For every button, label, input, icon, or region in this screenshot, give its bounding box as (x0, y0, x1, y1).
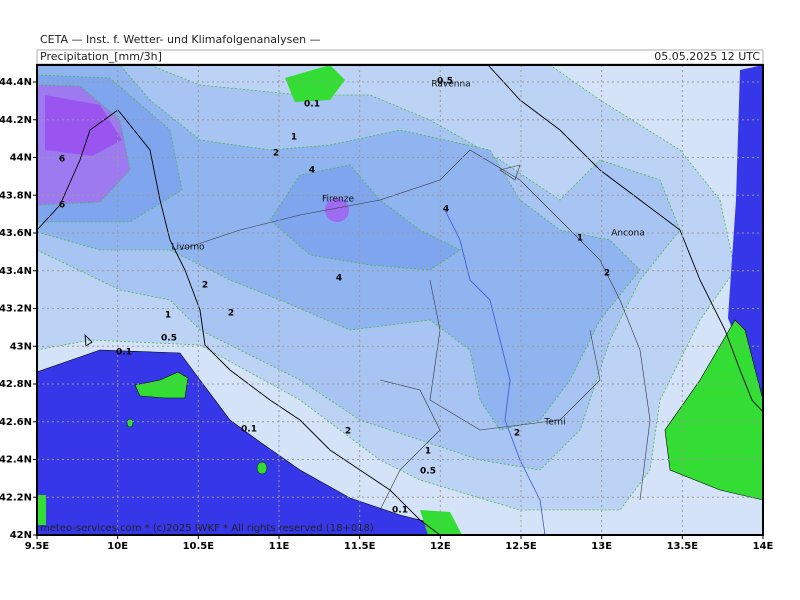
lon-label: 11.5E (344, 541, 376, 552)
city-label: Firenze (322, 195, 354, 205)
contour-label: 4 (443, 205, 449, 215)
map-field (37, 65, 763, 535)
lat-label: 42.4N (0, 455, 32, 466)
city-label: Ancona (611, 229, 645, 239)
lat-label: 42.2N (0, 492, 32, 503)
contour-label: 0.1 (116, 348, 132, 358)
contour-label: 2 (604, 269, 610, 279)
valid-time: 05.05.2025 12 UTC (654, 50, 760, 63)
map-frame (36, 64, 764, 536)
contour-label: 0.5 (420, 467, 436, 477)
contour-label: 2 (345, 427, 351, 437)
contour-label: 0.1 (304, 100, 320, 110)
lon-label: 10.5E (183, 541, 215, 552)
contour-label: 0.1 (241, 425, 257, 435)
graticule (37, 65, 763, 535)
lon-label: 10E (107, 541, 128, 552)
contour-label: 4 (309, 166, 315, 176)
lon-label: 12E (430, 541, 451, 552)
footer-credit: meteo-services.com * (c)2025 IWKF * All … (40, 523, 374, 534)
lat-label: 44N (10, 153, 32, 164)
lat-label: 43.6N (0, 228, 32, 239)
contour-label: 4 (336, 274, 342, 284)
lon-label: 13E (591, 541, 612, 552)
contour-label: 1 (425, 447, 431, 457)
contour-label: 6 (59, 201, 65, 211)
lat-label: 44.2N (0, 115, 32, 126)
contour-label: 2 (228, 309, 234, 319)
contour-label: 1 (577, 234, 583, 244)
lon-label: 13.5E (667, 541, 699, 552)
contour-label: 2 (514, 429, 520, 439)
lat-label: 42N (10, 530, 32, 541)
lon-label: 9.5E (25, 541, 50, 552)
lat-label: 43.2N (0, 304, 32, 315)
contour-label: 1 (291, 133, 297, 143)
contour-label: 1 (165, 311, 171, 321)
lat-label: 43N (10, 341, 32, 352)
lat-label: 42.8N (0, 379, 32, 390)
city-label: Ravenna (431, 80, 470, 90)
city-label: Livorno (171, 243, 205, 253)
contour-label: 2 (202, 281, 208, 291)
contour-label: 0.5 (161, 334, 177, 344)
city-label: Terni (543, 418, 565, 428)
product-label: Precipitation_[mm/3h] (40, 50, 162, 63)
contour-label: 2 (273, 149, 279, 159)
lat-label: 44.4N (0, 77, 32, 88)
lat-label: 43.4N (0, 266, 32, 277)
contour-label: 6 (59, 155, 65, 165)
contour-label: 0.5 (437, 77, 453, 87)
contour-label: 0.1 (392, 506, 408, 516)
lon-label: 12.5E (505, 541, 537, 552)
lat-label: 42.6N (0, 417, 32, 428)
lon-label: 14E (753, 541, 774, 552)
header-title: CETA — Inst. f. Wetter- und Klimafolgena… (40, 33, 321, 46)
lat-label: 43.8N (0, 190, 32, 201)
lon-label: 11E (269, 541, 290, 552)
